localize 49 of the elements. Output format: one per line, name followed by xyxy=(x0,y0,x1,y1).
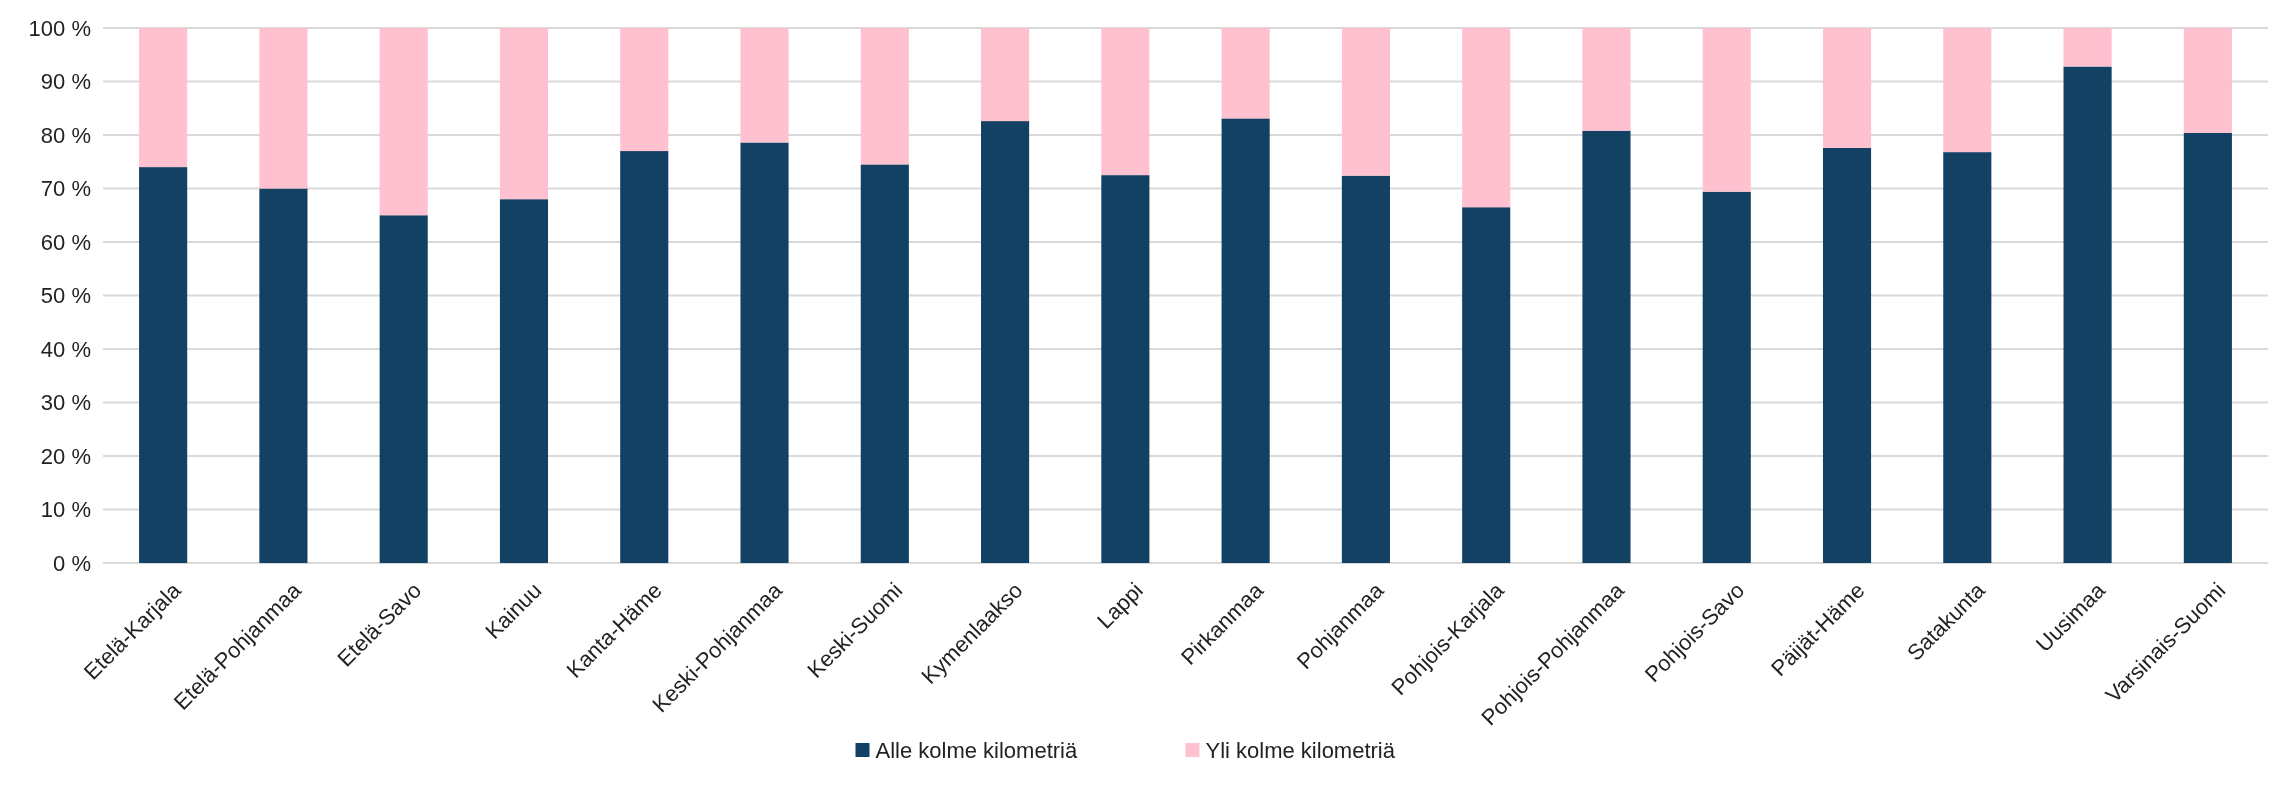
bar xyxy=(2183,28,2232,133)
bar xyxy=(2183,132,2232,563)
y-tick-label: 10 % xyxy=(40,497,91,523)
bar xyxy=(740,142,789,563)
bar xyxy=(379,215,428,563)
y-tick-label: 40 % xyxy=(40,336,91,362)
bar xyxy=(1101,175,1150,563)
bar xyxy=(259,188,308,563)
bar xyxy=(499,199,549,563)
y-tick-label: 60 % xyxy=(40,229,91,255)
bar xyxy=(1221,28,1270,119)
bar xyxy=(981,121,1030,563)
bar xyxy=(1341,28,1390,176)
legend-label: Yli kolme kilometriä xyxy=(1205,737,1396,763)
bar xyxy=(1702,28,1751,192)
y-tick-label: 30 % xyxy=(40,390,91,416)
bar xyxy=(2063,66,2112,563)
bar xyxy=(1582,130,1631,563)
bar xyxy=(1582,28,1631,131)
bar xyxy=(1943,152,1992,563)
bar xyxy=(620,28,669,152)
bar xyxy=(139,167,188,563)
y-tick-label: 80 % xyxy=(40,122,91,148)
bar xyxy=(740,28,789,143)
bar xyxy=(981,28,1030,122)
bar xyxy=(1221,118,1270,563)
bar xyxy=(259,28,308,189)
bar xyxy=(620,151,669,563)
bar xyxy=(1943,28,1992,153)
y-tick-label: 90 % xyxy=(40,69,91,95)
bar xyxy=(379,28,428,216)
y-tick-label: 50 % xyxy=(40,283,91,309)
bar xyxy=(1462,28,1511,208)
bar xyxy=(1341,175,1390,563)
y-tick-label: 0 % xyxy=(53,550,91,576)
bar xyxy=(1822,28,1872,148)
bar xyxy=(139,28,188,168)
y-tick-label: 100 % xyxy=(28,15,91,41)
bar xyxy=(1702,191,1751,563)
bar xyxy=(860,28,909,165)
bar xyxy=(860,164,909,563)
bar xyxy=(1822,147,1872,563)
bar xyxy=(2063,28,2112,67)
bar xyxy=(499,28,549,200)
bar xyxy=(1101,28,1150,176)
bar xyxy=(1462,207,1511,563)
legend-label: Alle kolme kilometriä xyxy=(875,737,1078,763)
y-tick-label: 70 % xyxy=(40,176,91,202)
y-tick-label: 20 % xyxy=(40,443,91,469)
